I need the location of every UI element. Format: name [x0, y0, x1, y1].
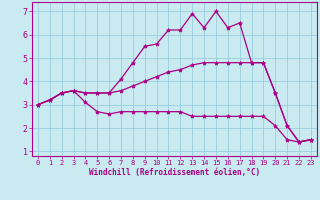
X-axis label: Windchill (Refroidissement éolien,°C): Windchill (Refroidissement éolien,°C) — [89, 168, 260, 177]
